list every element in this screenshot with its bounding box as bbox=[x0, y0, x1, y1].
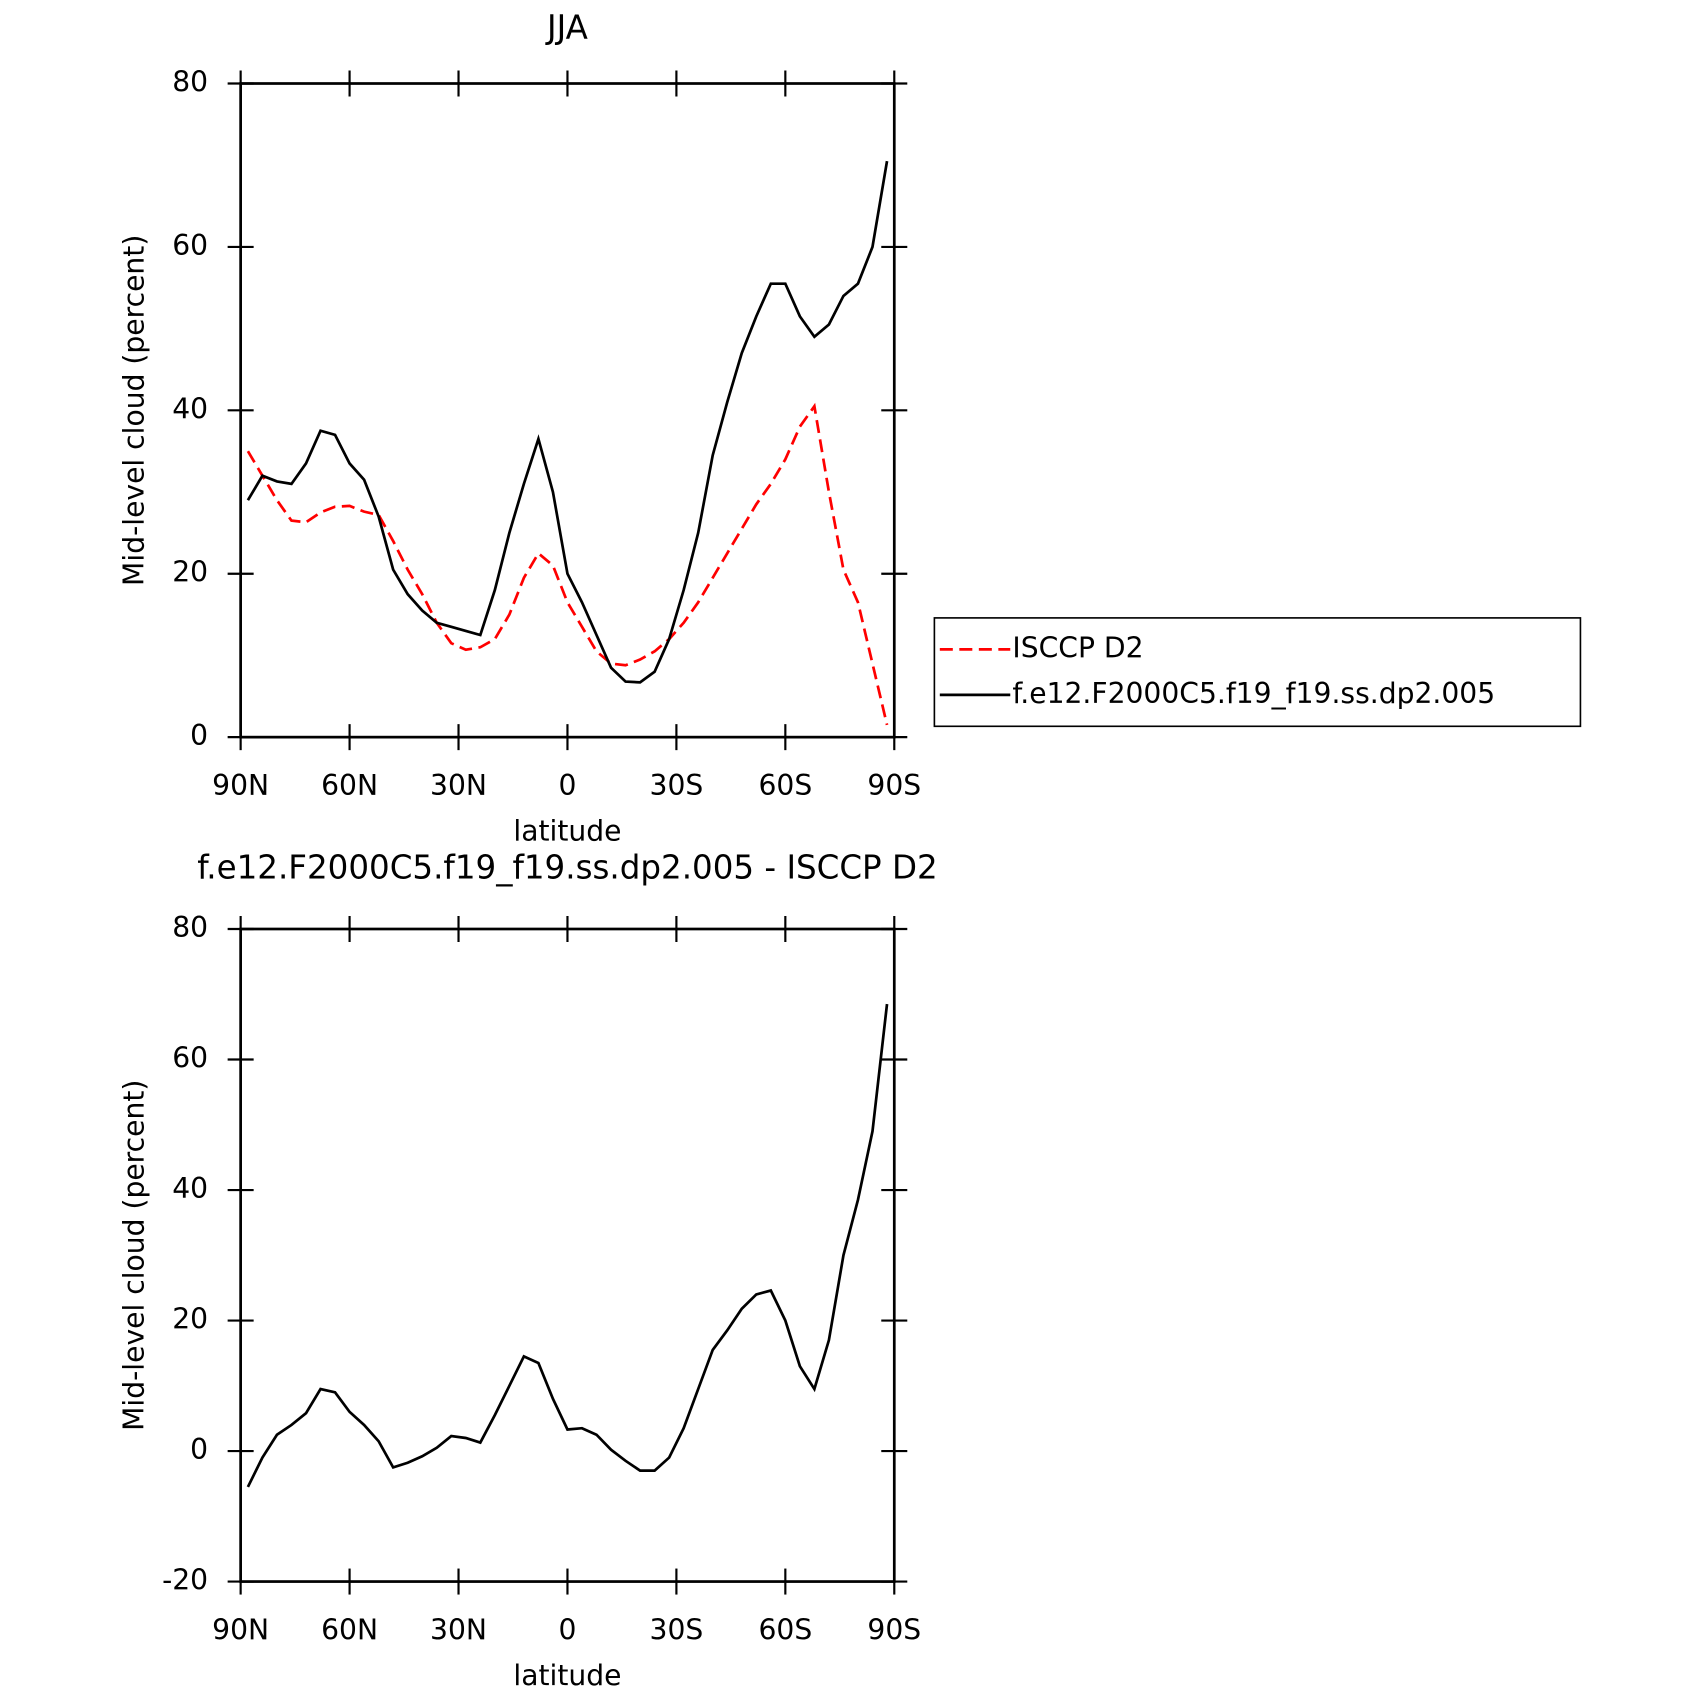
x-axis-label: latitude bbox=[513, 815, 621, 848]
x-tick-label: 60N bbox=[321, 769, 378, 802]
x-tick-label: 60S bbox=[758, 1613, 812, 1646]
x-tick-label: 90S bbox=[867, 1613, 921, 1646]
y-axis-label: Mid-level cloud (percent) bbox=[117, 235, 150, 586]
x-axis-label: latitude bbox=[513, 1659, 621, 1692]
x-tick-label: 30N bbox=[430, 769, 487, 802]
y-tick-label: 80 bbox=[172, 911, 208, 944]
chart-title: JJA bbox=[545, 8, 588, 46]
legend-box bbox=[933, 617, 1582, 728]
y-tick-label: 60 bbox=[172, 1042, 208, 1075]
y-tick-label: 40 bbox=[172, 1172, 208, 1205]
x-tick-label: 90N bbox=[212, 769, 269, 802]
y-tick-label: 0 bbox=[190, 1433, 208, 1466]
y-tick-label: 80 bbox=[172, 66, 208, 99]
y-axis-label: Mid-level cloud (percent) bbox=[117, 1080, 150, 1431]
y-tick-label: 40 bbox=[172, 392, 208, 425]
legend-label: ISCCP D2 bbox=[1012, 631, 1143, 664]
x-tick-label: 30N bbox=[430, 1613, 487, 1646]
series-line bbox=[246, 402, 889, 726]
x-tick-label: 0 bbox=[558, 1613, 576, 1646]
y-tick-label: 20 bbox=[172, 556, 208, 589]
y-tick-label: -20 bbox=[162, 1564, 208, 1597]
plot-frame bbox=[239, 927, 896, 1583]
chart-title: f.e12.F2000C5.f19_f19.ss.dp2.005 - ISCCP… bbox=[197, 848, 938, 886]
y-tick-label: 20 bbox=[172, 1303, 208, 1336]
series-line bbox=[246, 1003, 889, 1488]
plot-frame bbox=[239, 82, 896, 739]
x-tick-label: 0 bbox=[558, 769, 576, 802]
y-tick-label: 0 bbox=[190, 719, 208, 752]
x-tick-label: 90S bbox=[867, 769, 921, 802]
x-tick-label: 60S bbox=[758, 769, 812, 802]
x-tick-label: 90N bbox=[212, 1613, 269, 1646]
y-tick-label: 60 bbox=[172, 229, 208, 262]
x-tick-label: 60N bbox=[321, 1613, 378, 1646]
x-tick-label: 30S bbox=[650, 1613, 704, 1646]
series-line bbox=[246, 160, 889, 684]
x-tick-label: 30S bbox=[650, 769, 704, 802]
legend-label: f.e12.F2000C5.f19_f19.ss.dp2.005 bbox=[1012, 677, 1495, 710]
